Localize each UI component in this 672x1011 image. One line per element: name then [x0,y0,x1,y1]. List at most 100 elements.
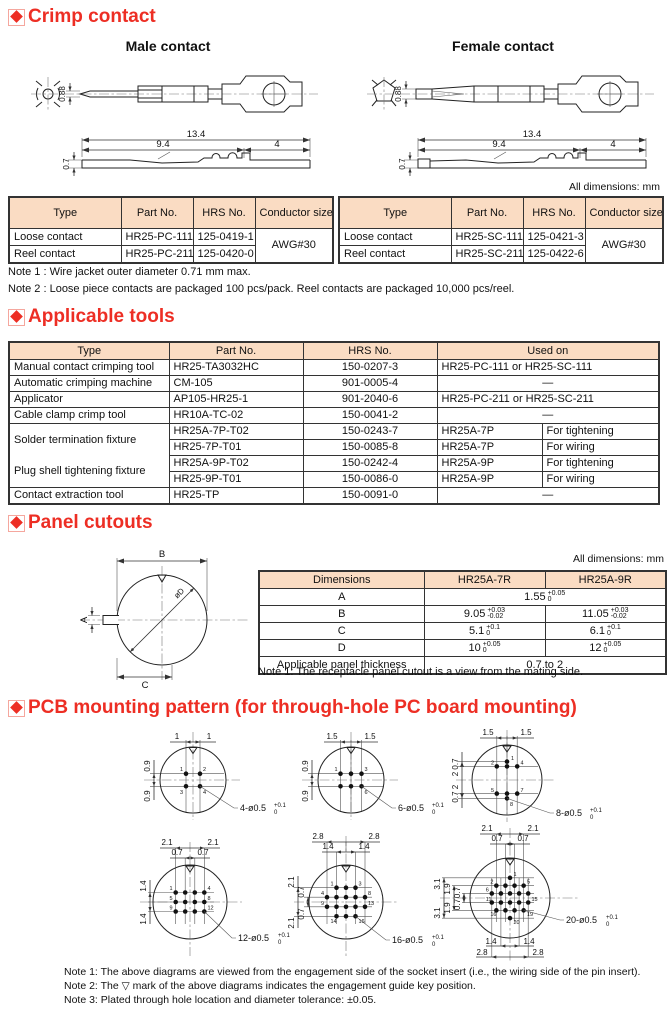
pcb-pattern-20pos-diagram: 1 2 5 6 11 15 16 19 20 2.1 2.1 0.7 0.7 3… [433,824,619,962]
tol-lower: -0.02 [487,613,504,620]
dim-top: 2.8 [312,832,324,841]
cell: 125-0421-3 [522,228,586,246]
cell: Manual contact crimping tool [8,359,170,376]
cell: 125-0419-1 [192,228,256,246]
dim-top: 0.7 [491,834,503,843]
hdr: HR25A-7R [423,570,546,589]
tol-lower: 0 [482,647,487,654]
cell: Applicable panel thickness [258,656,425,675]
cell: Loose contact [338,228,452,246]
cell: AWG#30 [584,228,664,264]
crimp-contact-title: Crimp contact [28,6,156,27]
table-row: Applicable panel thickness 0.7 to 2 [258,656,667,675]
diamond-bullet-icon [8,514,25,532]
dim-lines [442,832,544,959]
cell: 0.7 to 2 [423,656,667,675]
hole-num: 8 [208,896,211,902]
callout-leader [355,916,390,941]
dim-left: 2.1 [287,876,296,888]
cell: For wiring [541,471,660,488]
cell: For wiring [541,439,660,456]
tol-upper: +0.05 [482,640,501,648]
dim-top: 1.5 [326,732,338,741]
dim-left: 3.1 [433,878,442,890]
tol-upper: +0.05 [547,589,566,597]
panel-note-1: Note 1: The receptacle panel cutout is a… [258,666,584,678]
dim-bottom: 1.4 [485,937,497,946]
tolerance: +0.05 0 [603,640,622,655]
panel-cutout-table: Dimensions HR25A-7R HR25A-9R A 1.55 +0.05… [258,570,667,675]
hole-num: 19 [527,912,533,918]
length-dims [72,137,310,176]
holes [494,759,520,801]
insert-circle [152,864,228,940]
extension-lines [402,88,416,100]
dim-top: 2.1 [481,824,493,833]
tol-lower: 0 [486,630,491,637]
cell: HR25-SC-111 [450,228,524,246]
cell: For tightening [541,455,660,472]
pcb-note-2: Note 2: The ▽ mark of the above diagrams… [64,980,476,992]
hole-num: 12 [208,906,214,912]
cell: — [436,375,660,392]
table-row: Cable clamp crimp tool HR10A-TC-02 150-0… [8,407,660,424]
hole-num: 1 [170,886,173,892]
hole-num: 2 [203,767,206,773]
hole-num: 4 [521,761,524,767]
hole-num: 20 [514,920,520,926]
applicable-tools-title: Applicable tools [28,306,175,327]
tol-upper: +0.05 [603,640,622,648]
cell: 150-0243-7 [302,423,438,440]
hdr: Dimensions [258,570,425,589]
dim-0-7: 0.7 [398,158,407,170]
hdr: Type [8,196,122,229]
dim-value: 9.05 [463,607,486,620]
female-contact-drawing: 0.88 13.4 9.4 4 0.7 [367,75,654,176]
tol-lower: 0 [603,647,608,654]
cell: HR25A-9P [436,455,543,472]
male-contact-drawing: 0.88 13.4 9.4 4 0.7 [31,75,318,176]
extension-lines [308,740,384,812]
insert-circle [469,857,551,939]
tolerance: +0.05 0 [547,589,566,604]
dim-top: 2.1 [161,838,173,847]
holes [338,771,364,789]
cell: HR10A-TC-02 [168,407,304,424]
dim-left: 0.7 [453,886,462,898]
diamond-bullet-icon [8,699,25,717]
callout-leader [204,911,236,939]
holes [173,890,207,914]
cell: Applicator [8,391,170,408]
guide-key-mark [157,574,167,584]
hole-num: 6 [365,790,368,796]
diamond-bullet-icon [8,8,25,26]
cell: 150-0041-2 [302,407,438,424]
holes [324,885,368,919]
dim-left: 2.1 [287,917,296,929]
slot-mask [103,615,118,625]
callout-label: 6-ø0.5 [398,803,424,813]
fixture-type-cell: Solder termination fixture Plug shell ti… [8,423,170,488]
table-row: Automatic crimping machine CM-105 901-00… [8,375,660,392]
table-row: Applicator AP105-HR25-1 901-2040-6 HR25-… [8,391,660,408]
hole-num: 9 [170,906,173,912]
cell: For tightening [541,423,660,440]
hole-num: 1 [511,756,514,762]
pcb-pattern-heading: PCB mounting pattern (for through-hole P… [8,697,577,719]
callout-label: 8-ø0.5 [556,808,582,818]
callout-tol-upper: +0.1 [432,803,445,809]
centerlines [456,730,556,822]
cell: HR25-SC-211 [450,245,524,264]
cell: HR25A-7P [436,439,543,456]
tol-lower: 0 [606,630,611,637]
table-header-row: Type Part No. HRS No. Conductor size / c… [8,196,334,229]
callout-tol-lower: 0 [432,942,436,948]
dim-left: 1.4 [139,913,148,925]
tolerance: +0.03 -0.02 [487,606,506,621]
hole-num: 5 [170,896,173,902]
guide-key-mark [505,858,515,866]
cell: AWG#30 [254,228,334,264]
hole-num: 2 [490,880,493,886]
tol-upper: +0.03 [487,606,506,614]
female-contact-table: Type Part No. HRS No. Conductor size / c… [338,196,664,264]
